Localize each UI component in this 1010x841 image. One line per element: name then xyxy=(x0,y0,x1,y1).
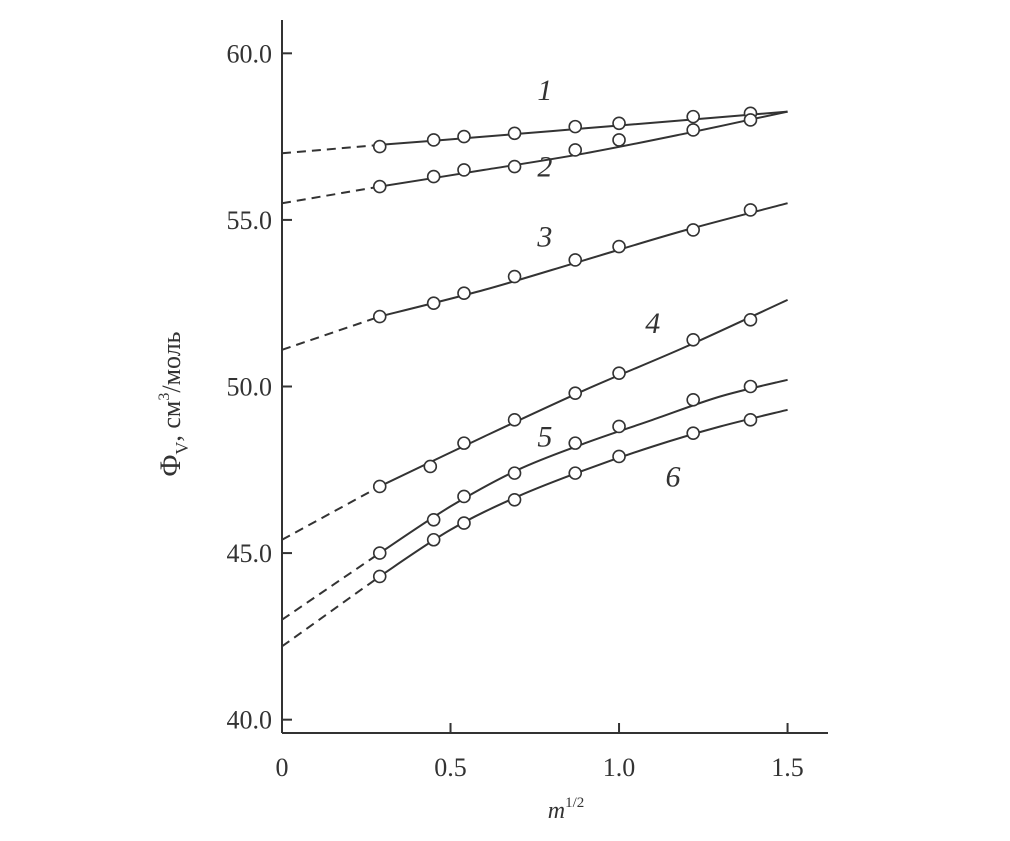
series-label-2: 2 xyxy=(537,151,552,184)
y-axis-title-unit-sup: 3 xyxy=(156,393,173,401)
axes: 40.0 45.0 50.0 55.0 60.0 0 0.5 1.0 1.5 xyxy=(227,20,828,782)
series-2-point xyxy=(426,169,441,184)
series-2-line xyxy=(379,110,788,188)
y-tick-label: 40.0 xyxy=(227,706,273,735)
series-4-point xyxy=(686,333,700,347)
y-axis-title-unit-pre: , см xyxy=(157,401,186,442)
series-1-point xyxy=(612,116,626,131)
series-1-point xyxy=(372,139,387,154)
series-5-point xyxy=(372,546,387,560)
series-4-point xyxy=(457,436,471,450)
y-axis-title-sub: V xyxy=(172,442,192,455)
series-3-point xyxy=(612,239,626,254)
series-markers xyxy=(372,106,758,584)
series-1-point xyxy=(426,133,441,147)
x-axis-title-sup: 1/2 xyxy=(565,795,584,811)
series-4-point xyxy=(612,366,626,380)
series-5-point xyxy=(568,436,583,450)
series-6-point xyxy=(372,569,387,584)
y-tick-label: 50.0 xyxy=(227,372,273,401)
x-axis-title-main: m xyxy=(548,798,565,824)
series-4-point xyxy=(568,386,583,400)
series-label-1: 1 xyxy=(537,74,552,107)
axis-titles: m1/2 ΦV, см3/моль xyxy=(154,331,584,824)
series-label-5: 5 xyxy=(537,420,552,453)
series-1-point xyxy=(686,109,700,124)
series-6-point xyxy=(568,466,583,480)
series-6-extrapolation xyxy=(281,575,381,648)
x-axis-title: m1/2 xyxy=(548,795,585,824)
series-2-point xyxy=(507,159,522,174)
series-1-point xyxy=(507,126,522,141)
y-axis-title: ΦV, см3/моль xyxy=(154,331,192,476)
series-1-extrapolation xyxy=(281,143,380,155)
x-tick-label: 0 xyxy=(276,753,289,782)
series-3-line xyxy=(379,202,788,318)
series-label-4: 4 xyxy=(645,307,660,340)
series-2-extrapolation xyxy=(281,185,380,205)
series-6-point xyxy=(507,492,522,507)
y-tick-label: 45.0 xyxy=(227,539,273,568)
series-6-point xyxy=(743,413,758,427)
series-6-point xyxy=(457,516,471,530)
series-2-point xyxy=(612,133,626,147)
series-5-point xyxy=(686,393,700,407)
y-tick-label: 60.0 xyxy=(227,39,273,68)
series-5-point xyxy=(743,379,758,394)
series-3-point xyxy=(457,286,471,301)
series-2-point xyxy=(568,143,583,157)
y-tick-label: 55.0 xyxy=(227,206,273,235)
x-tick-label: 1.5 xyxy=(771,753,804,782)
series-5-point xyxy=(426,512,441,527)
series-1-line xyxy=(379,110,788,146)
series-5-line xyxy=(379,378,788,554)
x-tick-label: 1.0 xyxy=(603,753,636,782)
series-5-point xyxy=(612,419,626,434)
series-3-point xyxy=(686,223,700,237)
series-3-point xyxy=(743,203,758,217)
series-4-line xyxy=(379,298,789,488)
series-5-extrapolation xyxy=(281,552,381,621)
series-label-3: 3 xyxy=(536,221,552,254)
series-4-point xyxy=(423,459,438,474)
series-5-point xyxy=(457,489,471,504)
series-label-6: 6 xyxy=(665,460,680,493)
series-3-point xyxy=(372,309,387,324)
series-5-point xyxy=(507,466,522,480)
series-2-point xyxy=(743,113,758,127)
series-2-point xyxy=(372,179,387,194)
series-4-point xyxy=(372,479,387,494)
x-tick-label: 0.5 xyxy=(434,753,467,782)
series-6-point xyxy=(426,532,441,547)
series-4-extrapolation xyxy=(281,485,381,541)
series-3-point xyxy=(426,296,441,311)
series-1-point xyxy=(457,129,471,144)
series-6-line xyxy=(379,408,788,578)
series-6-point xyxy=(686,426,700,440)
series-3-extrapolation xyxy=(281,315,381,351)
series-4-point xyxy=(743,313,758,327)
y-axis-title-unit-post: /моль xyxy=(157,331,186,392)
series-4-point xyxy=(507,413,522,427)
series-2-point xyxy=(457,163,471,177)
series-1-point xyxy=(568,119,583,134)
series-labels: 1 2 3 4 5 6 xyxy=(536,74,680,493)
series-6-point xyxy=(612,449,626,464)
series-2-point xyxy=(686,123,700,137)
y-axis-title-main: Φ xyxy=(154,455,187,477)
series-lines xyxy=(281,110,789,648)
series-3-point xyxy=(568,253,583,267)
series-3-point xyxy=(507,269,522,284)
